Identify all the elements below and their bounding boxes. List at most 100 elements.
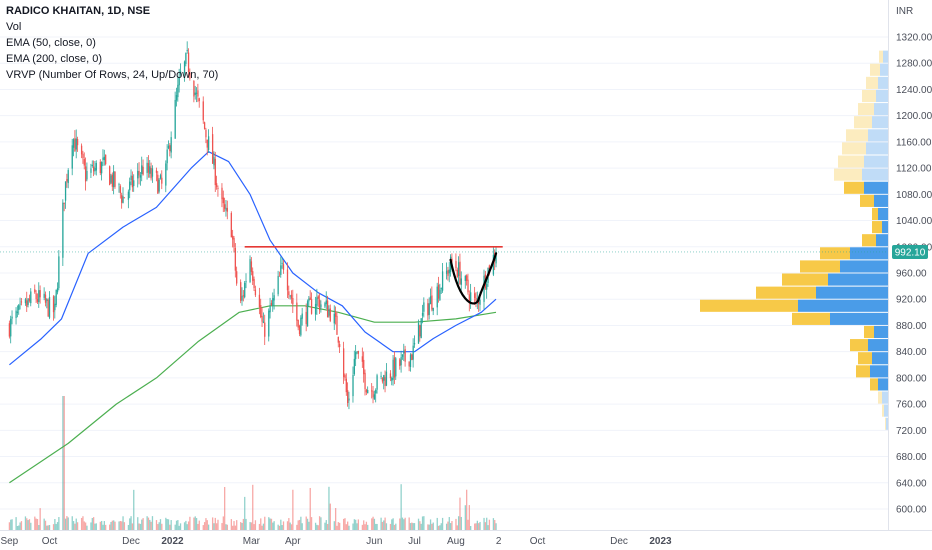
volume-profile-down bbox=[838, 155, 864, 168]
candle-body bbox=[91, 164, 93, 167]
candle-body bbox=[399, 359, 401, 366]
volume-bar bbox=[149, 519, 151, 530]
volume-bar bbox=[11, 519, 13, 530]
candle bbox=[269, 297, 271, 319]
candle-body bbox=[253, 279, 255, 289]
candle bbox=[262, 312, 265, 324]
volume-bar bbox=[207, 524, 210, 530]
candle-body bbox=[224, 204, 226, 209]
candle-body bbox=[141, 165, 143, 174]
indicator-label-vrvp[interactable]: VRVP (Number Of Rows, 24, Up/Down, 70) bbox=[6, 69, 219, 81]
candle bbox=[195, 87, 198, 103]
candle bbox=[214, 151, 216, 192]
candle bbox=[28, 294, 31, 303]
volume-profile-up bbox=[878, 378, 888, 391]
candle-body bbox=[158, 179, 160, 192]
volume-bar bbox=[494, 520, 496, 530]
candle bbox=[230, 211, 233, 238]
volume-bar bbox=[72, 521, 75, 530]
volume-bar bbox=[197, 523, 199, 530]
candle bbox=[431, 286, 433, 312]
candle-body bbox=[72, 139, 75, 148]
candle bbox=[194, 85, 196, 100]
volume-bar bbox=[277, 524, 279, 530]
volume-bar bbox=[363, 520, 365, 530]
candle-body bbox=[380, 375, 382, 377]
volume-bar bbox=[300, 516, 302, 530]
volume-bar bbox=[101, 520, 103, 530]
volume-bar bbox=[133, 489, 135, 530]
candle-body bbox=[75, 138, 77, 150]
volume-bar bbox=[54, 519, 56, 530]
candle-body bbox=[178, 76, 180, 86]
candle bbox=[281, 257, 283, 269]
volume-bar bbox=[400, 484, 402, 530]
candle bbox=[389, 370, 392, 382]
volume-bar bbox=[35, 518, 37, 530]
volume-profile-down bbox=[870, 63, 880, 76]
volume-bar bbox=[109, 524, 111, 530]
candle-body bbox=[421, 312, 424, 316]
volume-profile-down bbox=[866, 76, 878, 89]
candle bbox=[141, 156, 143, 182]
volume-profile-up bbox=[882, 221, 888, 234]
candle-body bbox=[356, 351, 358, 353]
candle bbox=[298, 324, 301, 337]
candle bbox=[30, 288, 32, 307]
volume-bar bbox=[375, 523, 377, 530]
candle-body bbox=[165, 163, 167, 186]
volume-bar bbox=[464, 505, 466, 530]
candle bbox=[236, 266, 238, 286]
indicator-label-ema50[interactable]: EMA (50, close, 0) bbox=[6, 37, 96, 49]
candle bbox=[445, 262, 448, 280]
candle bbox=[43, 287, 45, 301]
candle-body bbox=[357, 351, 360, 354]
candle bbox=[371, 383, 373, 399]
volume-bar bbox=[270, 518, 273, 530]
volume-profile-up bbox=[840, 260, 888, 273]
price-axis-unit: INR bbox=[896, 6, 913, 17]
candlesticks bbox=[8, 41, 497, 410]
volume-bar bbox=[249, 522, 251, 530]
volume-bar bbox=[448, 517, 450, 530]
volume-bar bbox=[224, 487, 226, 530]
candle bbox=[292, 289, 294, 313]
volume-bar bbox=[147, 517, 150, 530]
volume-bar bbox=[44, 520, 47, 530]
candle-body bbox=[189, 72, 191, 79]
candle-body bbox=[375, 390, 377, 394]
time-axis[interactable]: Sep Oct Dec 2022 Mar Apr Jun Jul Aug 2 Oct Dec 2023 bbox=[0, 536, 672, 547]
volume-bar bbox=[18, 525, 20, 530]
price-tick-label: 1160.00 bbox=[896, 137, 932, 148]
volume-bar bbox=[286, 521, 289, 530]
volume-bar bbox=[175, 520, 178, 530]
indicator-label-ema200[interactable]: EMA (200, close, 0) bbox=[6, 53, 102, 65]
volume-profile-up bbox=[876, 234, 888, 247]
candle bbox=[392, 355, 394, 386]
candle bbox=[8, 320, 11, 339]
volume-bar bbox=[328, 486, 330, 530]
volume-profile-down bbox=[856, 365, 870, 378]
candle-body bbox=[197, 90, 199, 97]
candle bbox=[15, 307, 17, 325]
volume-bar bbox=[63, 396, 65, 530]
candle-body bbox=[101, 162, 103, 174]
candle bbox=[310, 292, 313, 315]
volume-bar bbox=[440, 523, 442, 530]
price-axis[interactable]: INR 1320.00 1280.00 1240.00 1200.00 1160.00 11… bbox=[896, 6, 932, 516]
volume-bar bbox=[189, 516, 191, 530]
volume-bar bbox=[47, 525, 49, 530]
volume-bar bbox=[467, 519, 469, 530]
candle bbox=[455, 253, 457, 272]
candle bbox=[338, 340, 341, 354]
candle-body bbox=[464, 276, 466, 281]
candle bbox=[129, 177, 131, 199]
volume-bar bbox=[26, 518, 28, 530]
indicator-label-vol[interactable]: Vol bbox=[6, 21, 22, 33]
candle-body bbox=[336, 315, 338, 335]
volume-bar bbox=[353, 519, 356, 530]
candle-body bbox=[419, 325, 421, 337]
volume-profile-down bbox=[885, 417, 886, 430]
volume-bar bbox=[195, 518, 198, 530]
